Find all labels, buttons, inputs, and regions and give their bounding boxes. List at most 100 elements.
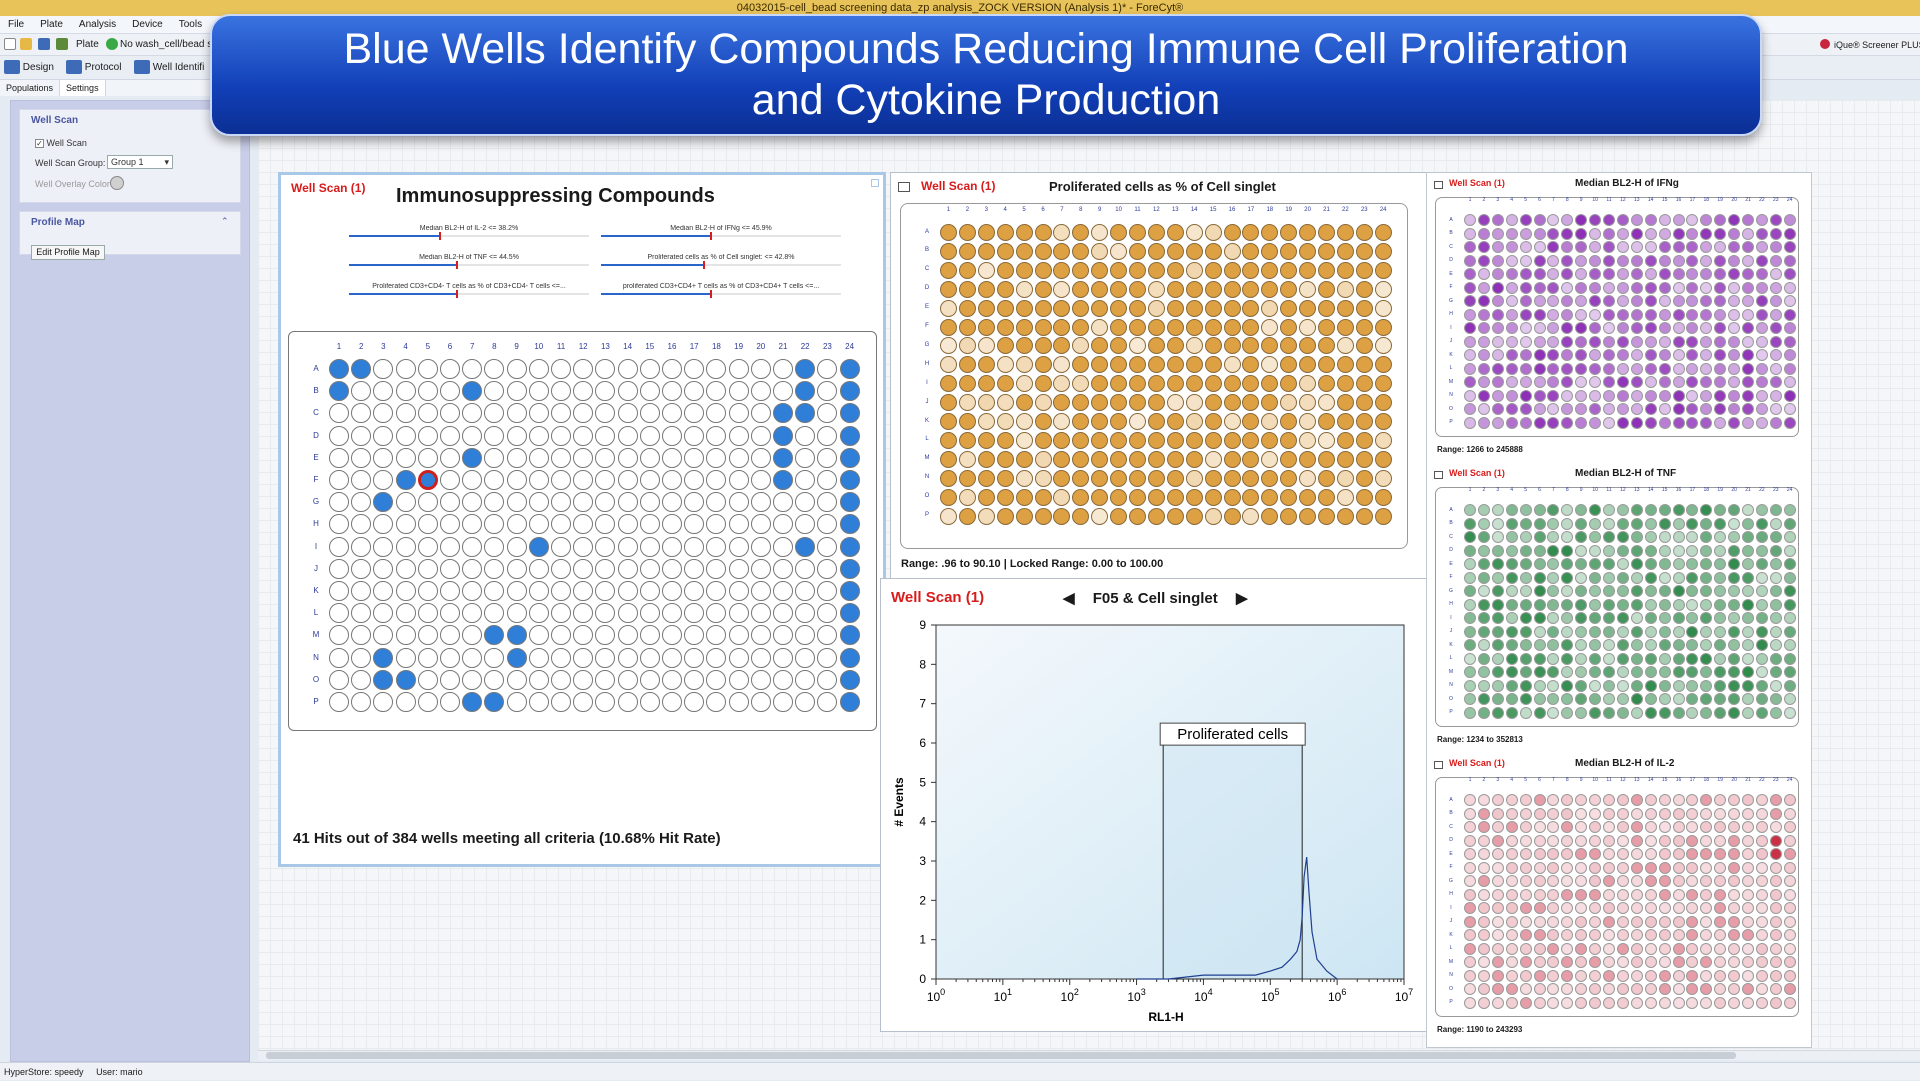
plate-well[interactable]	[1336, 375, 1354, 393]
plate-well[interactable]	[440, 492, 460, 513]
plate-well[interactable]	[1204, 413, 1222, 430]
plate-well[interactable]	[1242, 431, 1260, 449]
plate-well[interactable]	[977, 261, 995, 279]
plate-well[interactable]	[1299, 394, 1317, 412]
plate-well[interactable]	[1561, 848, 1574, 860]
plate-well[interactable]	[1589, 416, 1602, 429]
plate-well[interactable]	[1053, 469, 1071, 487]
plate-well[interactable]	[1630, 807, 1643, 820]
plate-well[interactable]	[1728, 834, 1741, 847]
prev-arrow-icon[interactable]: ◀	[1063, 590, 1075, 607]
plate-well[interactable]	[440, 603, 460, 624]
plate-well[interactable]	[1575, 254, 1588, 267]
plate-well[interactable]	[1464, 794, 1476, 806]
plate-well[interactable]	[1714, 241, 1727, 253]
plate-well[interactable]	[817, 403, 838, 424]
plate-well[interactable]	[1242, 280, 1260, 298]
plate-well[interactable]	[1477, 598, 1490, 611]
plate-well[interactable]	[1644, 969, 1657, 982]
plate-well[interactable]	[1672, 376, 1685, 388]
plate-well[interactable]	[839, 425, 860, 446]
plate-well[interactable]	[1589, 983, 1602, 995]
plate-well[interactable]	[706, 558, 727, 579]
plate-well[interactable]	[1728, 666, 1741, 678]
plate-well[interactable]	[1280, 299, 1298, 317]
plate-well[interactable]	[1533, 706, 1546, 719]
plate-well[interactable]	[817, 425, 838, 446]
plate-well[interactable]	[1072, 413, 1090, 430]
plate-well[interactable]	[1755, 403, 1768, 415]
plate-well[interactable]	[1147, 242, 1165, 260]
plate-well[interactable]	[595, 669, 616, 690]
plate-well[interactable]	[1728, 848, 1741, 860]
plate-well[interactable]	[1280, 261, 1298, 279]
plate-well[interactable]	[1519, 517, 1532, 530]
plate-well[interactable]	[617, 470, 638, 490]
plate-well[interactable]	[573, 381, 594, 402]
plate-well[interactable]	[1091, 450, 1109, 468]
plate-well[interactable]	[1280, 431, 1298, 449]
plate-well[interactable]	[1644, 706, 1657, 719]
plate-well[interactable]	[595, 558, 616, 579]
plate-well[interactable]	[1575, 268, 1588, 280]
plate-well[interactable]	[1630, 861, 1643, 874]
plate-well[interactable]	[662, 603, 682, 624]
plate-well[interactable]	[1185, 261, 1203, 279]
plate-well[interactable]	[1728, 794, 1741, 806]
plate-well[interactable]	[351, 536, 372, 557]
plate-well[interactable]	[1700, 268, 1713, 280]
plate-well[interactable]	[1561, 888, 1574, 901]
plate-well[interactable]	[1644, 362, 1657, 375]
plate-well[interactable]	[1015, 450, 1033, 468]
plate-well[interactable]	[940, 318, 957, 336]
plate-well[interactable]	[1575, 349, 1588, 361]
plate-well[interactable]	[1728, 693, 1741, 705]
plate-well[interactable]	[1464, 214, 1476, 226]
plate-well[interactable]	[1728, 915, 1741, 928]
plate-well[interactable]	[1686, 666, 1699, 678]
plate-well[interactable]	[1015, 299, 1033, 317]
plate-well[interactable]	[1034, 431, 1052, 449]
plate-well[interactable]	[1783, 612, 1796, 624]
plate-well[interactable]	[1575, 942, 1588, 955]
plate-well[interactable]	[1755, 693, 1768, 705]
plate-well[interactable]	[329, 536, 349, 557]
plate-well[interactable]	[595, 492, 616, 513]
plate-well[interactable]	[1575, 416, 1588, 429]
plate-well[interactable]	[1589, 929, 1602, 941]
plate-well[interactable]	[1742, 652, 1754, 665]
plate-well[interactable]	[1533, 666, 1546, 678]
plate-well[interactable]	[1728, 875, 1741, 887]
plate-well[interactable]	[1299, 261, 1317, 279]
plate-well[interactable]	[1299, 507, 1317, 525]
plate-well[interactable]	[617, 381, 638, 402]
plate-well[interactable]	[1223, 469, 1241, 487]
plate-well[interactable]	[1477, 403, 1490, 415]
plate-well[interactable]	[1644, 214, 1657, 226]
plate-well[interactable]	[1533, 335, 1546, 348]
plate-well[interactable]	[1491, 821, 1504, 833]
plate-well[interactable]	[1533, 558, 1546, 570]
plate-well[interactable]	[1223, 261, 1241, 279]
plate-well[interactable]	[958, 488, 976, 506]
plate-well[interactable]	[1110, 224, 1128, 241]
plate-well[interactable]	[1769, 983, 1782, 995]
plate-well[interactable]	[706, 669, 727, 690]
plate-well[interactable]	[1491, 214, 1504, 226]
plate-well[interactable]	[484, 514, 505, 535]
plate-well[interactable]	[1658, 389, 1671, 402]
plate-well[interactable]	[684, 536, 705, 557]
plate-well[interactable]	[1769, 706, 1782, 719]
plate-well[interactable]	[839, 359, 860, 379]
plate-well[interactable]	[1166, 337, 1184, 355]
plate-well[interactable]	[617, 581, 638, 601]
plate-well[interactable]	[1374, 337, 1392, 355]
plate-well[interactable]	[1644, 996, 1657, 1009]
plate-well[interactable]	[1547, 268, 1560, 280]
plate-well[interactable]	[1464, 639, 1476, 651]
plate-well[interactable]	[1603, 322, 1615, 334]
plate-well[interactable]	[1603, 807, 1615, 820]
plate-well[interactable]	[462, 447, 483, 468]
plate-well[interactable]	[506, 647, 527, 668]
plate-well[interactable]	[1034, 413, 1052, 430]
